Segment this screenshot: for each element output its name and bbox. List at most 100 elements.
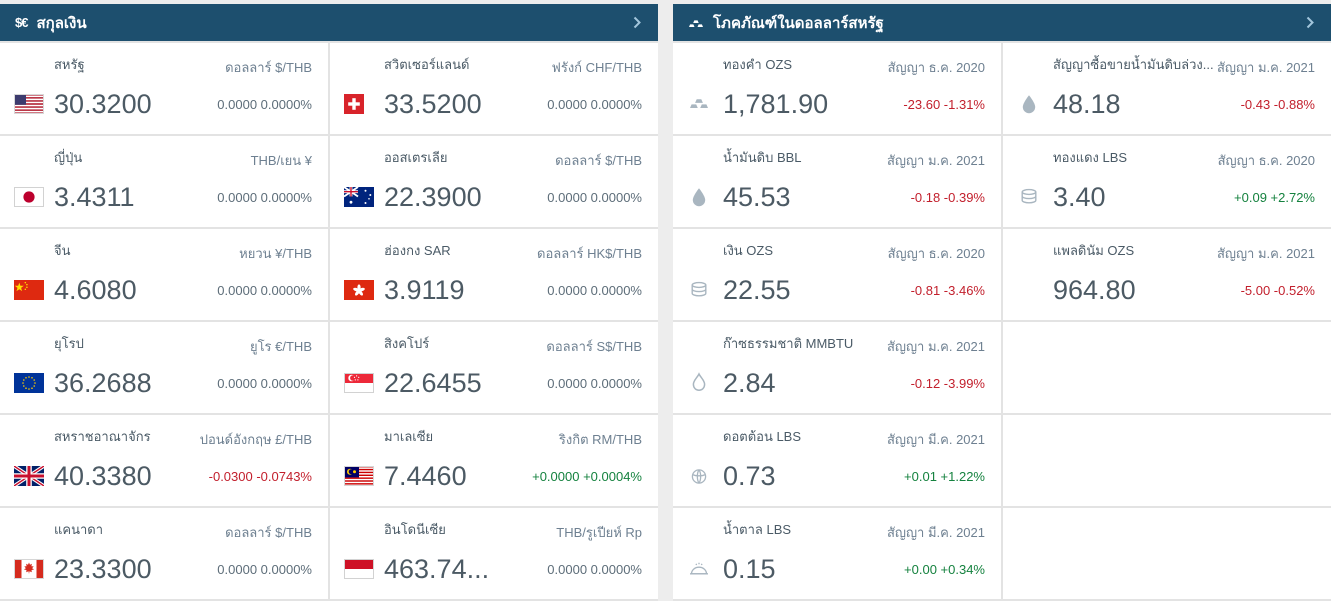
currencies-grid: สหรัฐ 30.3200 ดอลลาร์ $/THB 0.0000 0.000… (0, 41, 658, 601)
pair-label: ดอลลาร์ S$/THB (546, 339, 642, 354)
singapore-flag-icon (344, 373, 384, 393)
price-value: 2.84 (723, 367, 776, 398)
contract-label: สัญญา ธ.ค. 2020 (887, 246, 985, 261)
instrument-name: ดอตต้อน LBS (723, 429, 802, 444)
gold-bars-icon (687, 92, 723, 116)
currency-card-hong-kong[interactable]: ฮ่องกง SAR 3.9119 ดอลลาร์ HK$/THB 0.0000… (330, 229, 658, 320)
us-flag-icon (14, 94, 54, 114)
commodity-card-sugar[interactable]: น้ำตาล LBS 0.15 สัญญา มี.ค. 2021 +0.00 +… (673, 508, 1001, 599)
price-value: 0.15 (723, 553, 776, 584)
pair-label: ดอลลาร์ $/THB (225, 525, 312, 540)
change-value: +0.09 +2.72% (1234, 190, 1315, 205)
commodity-card-natural-gas[interactable]: ก๊าซธรรมชาติ MMBTU 2.84 สัญญา ม.ค. 2021 … (673, 322, 1001, 413)
price-value: 3.40 (1053, 181, 1106, 212)
change-value: 0.0000 0.0000% (217, 283, 312, 298)
commodities-panel-title: โภคภัณฑ์ในดอลลาร์สหรัฐ (713, 14, 884, 32)
price-value: 1,781.90 (723, 88, 829, 119)
currency-card-europe[interactable]: ยุโรป 36.2688 ยูโร €/THB 0.0000 0.0000% (0, 322, 328, 413)
change-value: 0.0000 0.0000% (217, 562, 312, 577)
price-value: 22.6455 (384, 367, 482, 398)
currencies-panel-title: สกุลเงิน (36, 14, 87, 32)
currency-card-australia[interactable]: ออสเตรเลีย 22.3900 ดอลลาร์ $/THB 0.0000 … (330, 136, 658, 227)
currency-card-switzerland[interactable]: สวิตเซอร์แลนด์ 33.5200 ฟรังก์ CHF/THB 0.… (330, 43, 658, 134)
instrument-name: สวิตเซอร์แลนด์ (384, 57, 470, 72)
contract-label: สัญญา ม.ค. 2021 (1216, 60, 1315, 75)
contract-label: สัญญา ม.ค. 2021 (886, 153, 985, 168)
change-value: 0.0000 0.0000% (547, 283, 642, 298)
pair-label: ปอนด์อังกฤษ £/THB (199, 432, 312, 447)
price-value: 30.3200 (54, 88, 152, 119)
price-value: 7.4460 (384, 460, 467, 491)
change-value: 0.0000 0.0000% (217, 376, 312, 391)
instrument-name: แคนาดา (54, 522, 104, 537)
change-value: 0.0000 0.0000% (547, 376, 642, 391)
change-value: 0.0000 0.0000% (217, 97, 312, 112)
pair-label: ดอลลาร์ HK$/THB (537, 246, 642, 261)
change-value: 0.0000 0.0000% (217, 190, 312, 205)
chevron-right-icon[interactable] (1304, 12, 1316, 33)
change-value: -0.43 -0.88% (1240, 97, 1315, 112)
china-flag-icon (14, 280, 54, 300)
commodity-card-gold[interactable]: ทองคำ OZS 1,781.90 สัญญา ธ.ค. 2020 -23.6… (673, 43, 1001, 134)
pair-label: THB/เยน ¥ (250, 153, 312, 168)
commodity-card-silver[interactable]: เงิน OZS 22.55 สัญญา ธ.ค. 2020 -0.81 -3.… (673, 229, 1001, 320)
commodities-panel-header: โภคภัณฑ์ในดอลลาร์สหรัฐ (673, 4, 1331, 41)
commodity-card-crude-oil[interactable]: น้ำมันดิบ BBL 45.53 สัญญา ม.ค. 2021 -0.1… (673, 136, 1001, 227)
instrument-name: มาเลเซีย (384, 429, 434, 444)
coins-icon (1017, 185, 1053, 209)
change-value: 0.0000 0.0000% (547, 97, 642, 112)
instrument-name: ก๊าซธรรมชาติ MMBTU (723, 336, 854, 351)
currency-card-canada[interactable]: แคนาดา 23.3300 ดอลลาร์ $/THB 0.0000 0.00… (0, 508, 328, 599)
commodity-card-crude-futures[interactable]: สัญญาซื้อขายน้ำมันดิบล่วง... 48.18 สัญญา… (1003, 43, 1331, 134)
commodity-card-cotton[interactable]: ดอตต้อน LBS 0.73 สัญญา มี.ค. 2021 +0.01 … (673, 415, 1001, 506)
change-value: -0.0300 -0.0743% (208, 469, 312, 484)
price-value: 36.2688 (54, 367, 152, 398)
oil-drop-icon (687, 185, 723, 209)
commodity-card-palladium[interactable]: แพลดินัม OZS 964.80 สัญญา ม.ค. 2021 -5.0… (1003, 229, 1331, 320)
coins-icon (687, 278, 723, 302)
commodity-card-copper[interactable]: ทองแดง LBS 3.40 สัญญา ธ.ค. 2020 +0.09 +2… (1003, 136, 1331, 227)
chevron-right-icon[interactable] (631, 12, 643, 33)
instrument-name: ยุโรป (54, 336, 84, 351)
instrument-name: ฮ่องกง SAR (384, 243, 451, 258)
instrument-name: ออสเตรเลีย (384, 150, 448, 165)
currency-card-uk[interactable]: สหราชอาณาจักร 40.3380 ปอนด์อังกฤษ £/THB … (0, 415, 328, 506)
currency-card-usa[interactable]: สหรัฐ 30.3200 ดอลลาร์ $/THB 0.0000 0.000… (0, 43, 328, 134)
sugar-icon (687, 557, 723, 581)
currency-card-japan[interactable]: ญี่ปุ่น 3.4311 THB/เยน ¥ 0.0000 0.0000% (0, 136, 328, 227)
oil-drop-icon (1017, 92, 1053, 116)
currency-card-malaysia[interactable]: มาเลเซีย 7.4460 ริงกิต RM/THB +0.0000 +0… (330, 415, 658, 506)
instrument-name: ญี่ปุ่น (54, 150, 83, 165)
contract-label: สัญญา ม.ค. 2021 (1216, 246, 1315, 261)
currency-card-indonesia[interactable]: อินโดนีเซีย 463.74... THB/รูเปียห์ Rp 0.… (330, 508, 658, 599)
currency-card-china[interactable]: จีน 4.6080 หยวน ¥/THB 0.0000 0.0000% (0, 229, 328, 320)
instrument-name: เงิน OZS (723, 243, 774, 258)
price-value: 33.5200 (384, 88, 482, 119)
change-value: 0.0000 0.0000% (547, 190, 642, 205)
australia-flag-icon (344, 187, 384, 207)
instrument-name: สิงคโปร์ (384, 336, 430, 351)
change-value: -5.00 -0.52% (1240, 283, 1315, 298)
change-value: +0.01 +1.22% (904, 469, 985, 484)
switzerland-flag-icon (344, 94, 384, 114)
change-value: -0.12 -3.99% (910, 376, 985, 391)
instrument-name: สหรัฐ (54, 57, 85, 72)
currency-card-singapore[interactable]: สิงคโปร์ 22.6455 ดอลลาร์ S$/THB 0.0000 0… (330, 322, 658, 413)
instrument-name: สหราชอาณาจักร (54, 429, 151, 444)
price-value: 964.80 (1053, 274, 1136, 305)
change-value: -0.18 -0.39% (910, 190, 985, 205)
pair-label: ฟรังก์ CHF/THB (551, 60, 642, 75)
commodities-grid: ทองคำ OZS 1,781.90 สัญญา ธ.ค. 2020 -23.6… (673, 41, 1331, 601)
change-value: +0.00 +0.34% (904, 562, 985, 577)
gold-bars-icon (688, 15, 704, 31)
price-value: 3.9119 (384, 274, 465, 305)
contract-label: สัญญา ม.ค. 2021 (886, 339, 985, 354)
empty-cell (1003, 322, 1331, 413)
empty-cell (1003, 415, 1331, 506)
contract-label: สัญญา มี.ค. 2021 (886, 432, 985, 447)
price-value: 463.74... (384, 553, 490, 584)
instrument-name: ทองแดง LBS (1053, 150, 1128, 165)
change-value: -23.60 -1.31% (903, 97, 985, 112)
price-value: 4.6080 (54, 274, 137, 305)
